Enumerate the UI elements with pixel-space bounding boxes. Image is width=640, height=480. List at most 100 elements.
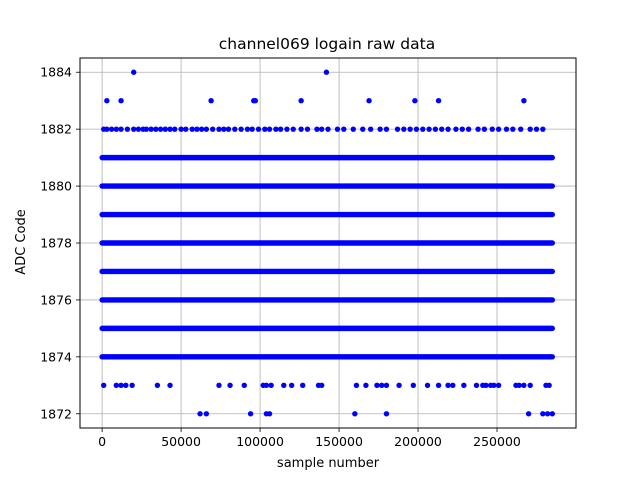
data-point — [383, 411, 390, 417]
data-point — [461, 382, 467, 389]
data-point — [123, 382, 129, 389]
data-point — [124, 126, 131, 132]
data-point — [459, 126, 465, 132]
data-point — [197, 411, 203, 417]
data-point — [424, 382, 431, 389]
data-point — [225, 126, 232, 132]
data-point — [533, 126, 540, 132]
data-point — [118, 382, 124, 389]
data-point — [525, 411, 532, 417]
y-tick-label: 1872 — [40, 406, 72, 421]
data-point — [284, 126, 290, 132]
data-point — [445, 382, 451, 389]
data-point — [394, 126, 401, 132]
data-point — [266, 411, 273, 417]
data-point — [475, 126, 481, 132]
data-point — [288, 382, 295, 389]
data-point — [208, 97, 214, 104]
data-point — [247, 411, 254, 417]
data-point — [383, 126, 390, 132]
data-point — [148, 126, 154, 132]
data-point — [249, 126, 255, 132]
data-point — [113, 126, 120, 132]
y-tick-label: 1882 — [40, 122, 72, 137]
x-tick-label: 100000 — [236, 434, 284, 449]
data-point — [262, 126, 268, 132]
data-point — [290, 126, 296, 132]
data-point — [172, 126, 178, 132]
data-point — [104, 97, 110, 104]
data-point — [445, 126, 451, 132]
data-point — [113, 382, 120, 389]
data-points — [100, 69, 556, 417]
data-point — [194, 126, 200, 132]
data-point — [465, 126, 472, 132]
data-point — [489, 126, 495, 132]
data-point — [162, 126, 168, 132]
chart-title: channel069 logain raw data — [219, 35, 435, 53]
data-point — [510, 126, 516, 132]
data-point — [527, 382, 533, 389]
data-point — [153, 126, 159, 132]
data-point — [491, 382, 497, 389]
data-point — [481, 126, 488, 132]
data-point — [304, 126, 311, 132]
data-point — [374, 382, 380, 389]
y-tick-label: 1878 — [40, 236, 72, 251]
data-point — [521, 97, 527, 104]
data-point — [435, 97, 442, 104]
data-point — [232, 126, 238, 132]
data-point — [521, 382, 527, 389]
data-point — [483, 382, 489, 389]
data-point — [266, 126, 273, 132]
data-point — [544, 411, 551, 417]
data-point — [108, 126, 115, 132]
data-point — [334, 126, 341, 132]
data-point — [401, 126, 407, 132]
data-point — [518, 126, 524, 132]
data-point — [503, 126, 510, 132]
data-point — [118, 126, 124, 132]
data-point — [318, 126, 325, 132]
y-tick-label: 1874 — [40, 349, 72, 364]
data-point — [527, 126, 533, 132]
data-point — [540, 411, 546, 417]
data-point — [420, 126, 426, 132]
data-point — [100, 382, 107, 389]
data-point — [227, 382, 233, 389]
data-point — [143, 126, 150, 132]
data-point — [473, 382, 480, 389]
x-tick-label: 0 — [98, 434, 106, 449]
data-point — [216, 382, 222, 389]
data-point — [318, 382, 325, 389]
data-point — [298, 126, 304, 132]
data-point — [189, 126, 195, 132]
data-point — [244, 126, 251, 132]
data-point — [546, 382, 552, 389]
data-point — [426, 126, 432, 132]
x-tick-label: 250000 — [473, 434, 521, 449]
data-point — [396, 382, 402, 389]
data-point — [203, 411, 210, 417]
data-point — [450, 382, 456, 389]
data-point — [439, 126, 445, 132]
data-point — [241, 382, 247, 389]
data-point — [367, 126, 374, 132]
data-point — [298, 97, 304, 104]
data-point — [167, 382, 173, 389]
data-point — [366, 97, 372, 104]
data-point — [273, 126, 279, 132]
data-point — [453, 126, 459, 132]
data-point — [216, 126, 222, 132]
data-point — [157, 126, 164, 132]
data-point — [314, 126, 320, 132]
data-point — [540, 126, 546, 132]
data-point — [407, 126, 413, 132]
data-point — [383, 382, 390, 389]
data-point — [323, 69, 330, 75]
data-point — [353, 382, 360, 389]
data-point — [131, 126, 137, 132]
data-point — [432, 126, 439, 132]
data-point — [255, 126, 262, 132]
data-point — [379, 382, 385, 389]
